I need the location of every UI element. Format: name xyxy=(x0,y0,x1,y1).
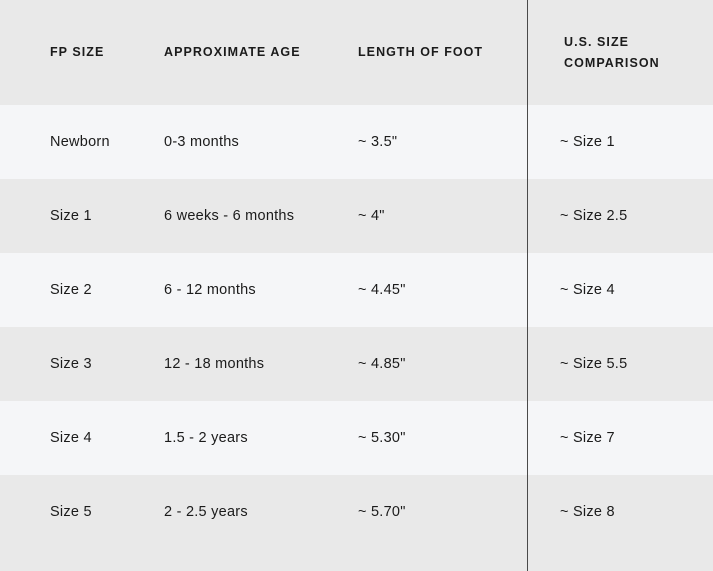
cell-us-size: ~ Size 4 xyxy=(560,282,615,298)
cell-approximate-age: 0-3 months xyxy=(164,134,240,150)
cell-fp-size: Size 3 xyxy=(50,356,92,372)
cell-length-of-foot: ~ 5.70" xyxy=(358,504,406,520)
cell-length-of-foot: ~ 4.45" xyxy=(358,282,406,298)
table-row: Size 1 6 weeks - 6 months ~ 4" ~ Size 2.… xyxy=(0,179,713,253)
table-header-row: FP SIZE APPROXIMATE AGE LENGTH OF FOOT U… xyxy=(0,0,713,105)
column-header-approximate-age: APPROXIMATE AGE xyxy=(164,45,301,59)
cell-fp-size: Size 2 xyxy=(50,282,92,298)
column-header-length-of-foot: LENGTH OF FOOT xyxy=(358,45,484,59)
table-row: Size 2 6 - 12 months ~ 4.45" ~ Size 4 xyxy=(0,253,713,327)
cell-us-size: ~ Size 7 xyxy=(560,430,615,446)
cell-us-size: ~ Size 5.5 xyxy=(560,356,628,372)
table-body: Newborn 0-3 months ~ 3.5" ~ Size 1 Size … xyxy=(0,105,713,549)
bottom-filler xyxy=(0,549,713,571)
table-row: Size 4 1.5 - 2 years ~ 5.30" ~ Size 7 xyxy=(0,401,713,475)
cell-fp-size: Newborn xyxy=(50,134,110,150)
cell-fp-size: Size 5 xyxy=(50,504,92,520)
column-header-us-size-comparison: U.S. SIZE COMPARISON xyxy=(564,34,660,70)
cell-us-size: ~ Size 1 xyxy=(560,134,615,150)
cell-length-of-foot: ~ 5.30" xyxy=(358,430,406,446)
cell-approximate-age: 12 - 18 months xyxy=(164,356,265,372)
cell-fp-size: Size 1 xyxy=(50,208,92,224)
cell-us-size: ~ Size 2.5 xyxy=(560,208,628,224)
column-header-fp-size: FP SIZE xyxy=(50,45,105,59)
cell-fp-size: Size 4 xyxy=(50,430,92,446)
column-divider-line xyxy=(527,0,528,571)
table-row: Size 3 12 - 18 months ~ 4.85" ~ Size 5.5 xyxy=(0,327,713,401)
cell-us-size: ~ Size 8 xyxy=(560,504,615,520)
table-row: Size 5 2 - 2.5 years ~ 5.70" ~ Size 8 xyxy=(0,475,713,549)
cell-approximate-age: 1.5 - 2 years xyxy=(164,430,248,446)
cell-length-of-foot: ~ 4.85" xyxy=(358,356,406,372)
cell-approximate-age: 2 - 2.5 years xyxy=(164,504,248,520)
cell-length-of-foot: ~ 4" xyxy=(358,208,385,224)
table-row: Newborn 0-3 months ~ 3.5" ~ Size 1 xyxy=(0,105,713,179)
cell-approximate-age: 6 weeks - 6 months xyxy=(164,208,295,224)
cell-approximate-age: 6 - 12 months xyxy=(164,282,256,298)
cell-length-of-foot: ~ 3.5" xyxy=(358,134,398,150)
